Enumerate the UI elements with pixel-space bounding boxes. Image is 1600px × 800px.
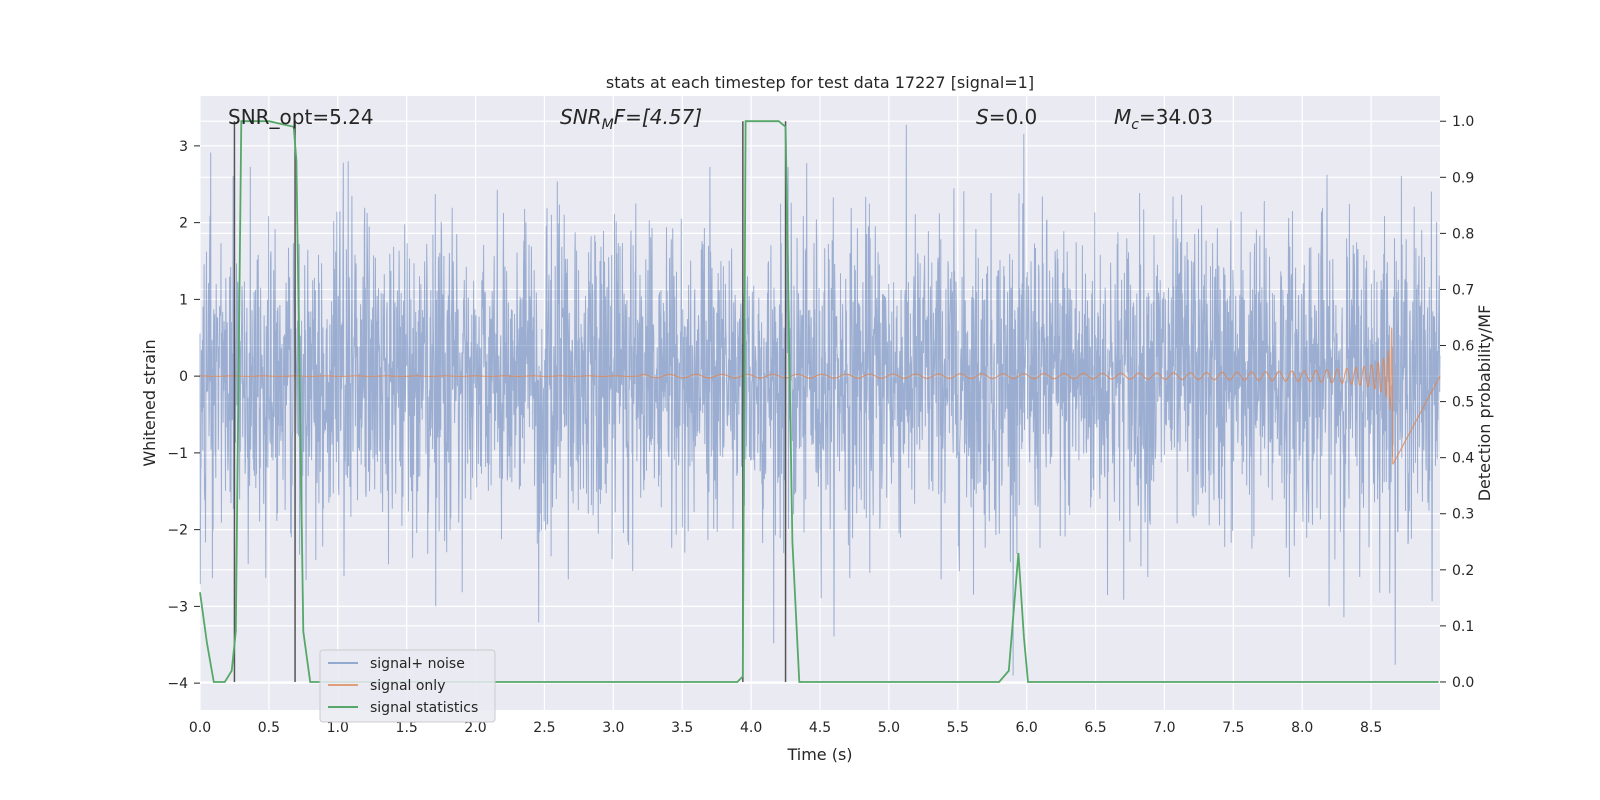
- y2-tick-label: 0.5: [1452, 395, 1474, 411]
- y2-tick-label: 0.2: [1452, 563, 1474, 579]
- x-axis-ticks: 0.0 0.5 1.0 1.5 2.0 2.5 3.0 3.5 4.0 4.5 5.0 5.5 6.0 6…: [189, 720, 1382, 736]
- legend: signal+ noise signal only signal statist…: [319, 649, 496, 723]
- x-tick-label: 2.5: [533, 720, 555, 736]
- annotation-snr-opt: SNR_opt=5.24: [228, 105, 374, 129]
- y2-tick-label: 0.1: [1452, 619, 1474, 635]
- legend-label-signal-only: signal only: [370, 678, 445, 694]
- x-tick-label: 3.0: [602, 720, 624, 736]
- x-tick-label: 7.0: [1153, 720, 1175, 736]
- legend-box: [319, 649, 496, 723]
- annotation-snr-mf: SNRMF=[4.57]: [560, 105, 702, 133]
- y-tick-label: −1: [167, 446, 188, 462]
- mc-base: M: [1114, 105, 1131, 129]
- series-signal-noise: [199, 124, 1441, 676]
- x-tick-label: 4.5: [809, 720, 831, 736]
- y-axis-label: Whitened strain: [140, 339, 159, 466]
- series-signal-only: [200, 327, 1441, 465]
- signal-only-line: [200, 327, 1441, 465]
- snr-mf-sub: M: [602, 117, 614, 133]
- signal-statistics-line: [199, 120, 1439, 683]
- x-tick-label: 2.0: [464, 720, 486, 736]
- mc-rest: =34.03: [1139, 105, 1213, 129]
- annotation-s: S=0.0: [976, 105, 1037, 129]
- x-tick-label: 1.0: [327, 720, 349, 736]
- y-tick-label: 0: [179, 369, 188, 385]
- y-tick-label: −3: [167, 599, 188, 615]
- y2-tick-label: 0.6: [1452, 339, 1474, 355]
- mc-sub: c: [1131, 117, 1139, 133]
- x-tick-label: 0.0: [189, 720, 211, 736]
- x-tick-label: 8.0: [1291, 720, 1313, 736]
- y2-tick-label: 0.4: [1452, 451, 1474, 467]
- y-axis-ticks: 3 2 1 0 −1 −2 −3 −4: [167, 139, 200, 692]
- x-tick-label: 1.5: [396, 720, 418, 736]
- x-tick-label: 8.5: [1360, 720, 1382, 736]
- x-tick-label: 3.5: [671, 720, 693, 736]
- legend-label-signal-noise: signal+ noise: [370, 656, 465, 672]
- y2-axis-label: Detection probability/MF: [1475, 305, 1494, 502]
- y-tick-label: −2: [167, 523, 188, 539]
- y2-tick-label: 0.8: [1452, 226, 1474, 242]
- x-tick-label: 5.0: [878, 720, 900, 736]
- x-axis-label: Time (s): [786, 745, 852, 764]
- x-tick-label: 0.5: [258, 720, 280, 736]
- s-symbol: S: [976, 105, 989, 129]
- x-tick-label: 5.5: [947, 720, 969, 736]
- y2-axis-ticks: 1.0 0.9 0.8 0.7 0.6 0.5 0.4 0.3 0.2 0.1 0.0: [1440, 114, 1474, 691]
- snr-mf-rest: F=[4.57]: [614, 105, 702, 129]
- chart-title: stats at each timestep for test data 172…: [606, 73, 1034, 92]
- legend-label-signal-statistics: signal statistics: [370, 700, 478, 716]
- y-tick-label: 2: [179, 216, 188, 232]
- y-tick-label: 1: [179, 292, 188, 308]
- y2-tick-label: 1.0: [1452, 114, 1474, 130]
- x-tick-label: 6.0: [1016, 720, 1038, 736]
- series-signal-statistics: [199, 120, 1439, 683]
- y-tick-label: 3: [179, 139, 188, 155]
- y2-tick-label: 0.9: [1452, 170, 1474, 186]
- x-tick-label: 7.5: [1222, 720, 1244, 736]
- snr-mf-base: SNR: [560, 105, 602, 129]
- x-tick-label: 6.5: [1084, 720, 1106, 736]
- s-rest: =0.0: [989, 105, 1038, 129]
- y2-tick-label: 0.3: [1452, 507, 1474, 523]
- y2-tick-label: 0.7: [1452, 282, 1474, 298]
- signal-noise-line: [199, 124, 1441, 676]
- y-tick-label: −4: [167, 676, 188, 692]
- x-tick-label: 4.0: [740, 720, 762, 736]
- annotation-mc: Mc=34.03: [1114, 105, 1213, 133]
- y2-tick-label: 0.0: [1452, 675, 1474, 691]
